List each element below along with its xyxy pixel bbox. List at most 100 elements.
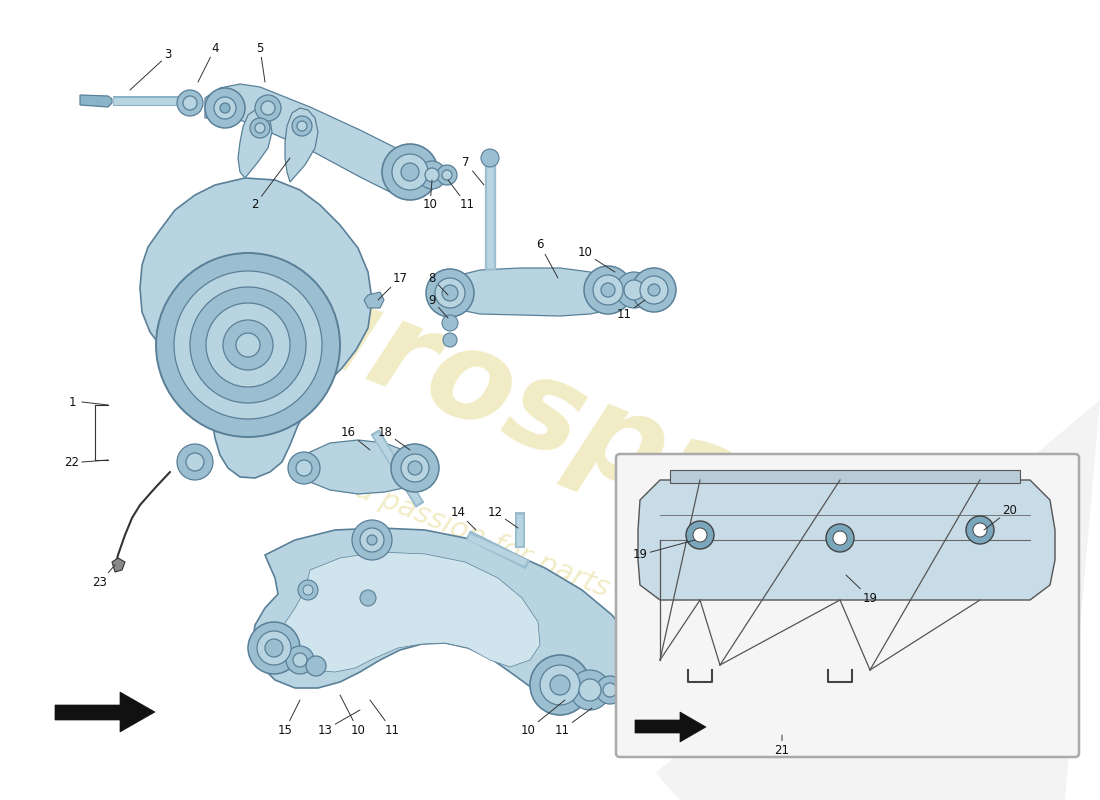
Polygon shape [670, 470, 1020, 483]
FancyBboxPatch shape [616, 454, 1079, 757]
Polygon shape [298, 440, 420, 494]
Circle shape [183, 96, 197, 110]
Text: 12: 12 [487, 506, 518, 528]
Circle shape [302, 585, 313, 595]
Polygon shape [638, 480, 1055, 600]
Circle shape [390, 444, 439, 492]
Text: 10: 10 [340, 695, 365, 737]
Text: 18: 18 [377, 426, 410, 450]
Polygon shape [448, 268, 620, 316]
Circle shape [360, 528, 384, 552]
Text: 19: 19 [632, 540, 695, 562]
Circle shape [286, 646, 313, 674]
Circle shape [293, 653, 307, 667]
Circle shape [382, 144, 438, 200]
Circle shape [601, 283, 615, 297]
Circle shape [402, 163, 419, 181]
Polygon shape [238, 110, 272, 178]
Circle shape [220, 103, 230, 113]
Circle shape [298, 580, 318, 600]
Polygon shape [635, 712, 706, 742]
Circle shape [640, 276, 668, 304]
Text: 13: 13 [318, 710, 360, 737]
Circle shape [177, 90, 204, 116]
Text: 11: 11 [554, 708, 592, 737]
Text: 16: 16 [341, 426, 370, 450]
Polygon shape [285, 108, 318, 182]
Circle shape [418, 161, 446, 189]
Text: 11: 11 [370, 700, 399, 737]
Text: 5: 5 [256, 42, 265, 82]
Circle shape [833, 531, 847, 545]
Circle shape [593, 275, 623, 305]
Circle shape [190, 287, 306, 403]
Circle shape [624, 280, 644, 300]
Circle shape [186, 453, 204, 471]
Text: 4: 4 [198, 42, 219, 82]
Polygon shape [55, 692, 155, 732]
Circle shape [579, 679, 601, 701]
Circle shape [177, 444, 213, 480]
Text: 15: 15 [277, 700, 300, 737]
Circle shape [367, 535, 377, 545]
Text: 7: 7 [462, 157, 484, 185]
Circle shape [540, 665, 580, 705]
Circle shape [306, 656, 326, 676]
Circle shape [550, 675, 570, 695]
Circle shape [214, 97, 236, 119]
Text: 10: 10 [520, 700, 565, 737]
Text: 9: 9 [428, 294, 448, 318]
Circle shape [255, 123, 265, 133]
Circle shape [297, 121, 307, 131]
Circle shape [248, 622, 300, 674]
Circle shape [826, 524, 854, 552]
Circle shape [250, 118, 270, 138]
Text: 10: 10 [578, 246, 615, 272]
Text: eurospares: eurospares [191, 226, 969, 634]
Text: 2: 2 [251, 158, 290, 211]
Text: 22: 22 [65, 455, 79, 469]
Circle shape [206, 303, 290, 387]
Text: 14: 14 [451, 506, 476, 530]
Circle shape [442, 285, 458, 301]
Circle shape [205, 88, 245, 128]
Circle shape [596, 676, 624, 704]
Circle shape [360, 590, 376, 606]
Circle shape [426, 269, 474, 317]
Circle shape [236, 333, 260, 357]
Text: 10: 10 [422, 180, 438, 211]
Circle shape [223, 320, 273, 370]
Circle shape [603, 683, 617, 697]
Polygon shape [112, 558, 125, 572]
Circle shape [296, 460, 312, 476]
Circle shape [616, 272, 652, 308]
Text: 6: 6 [537, 238, 558, 278]
Circle shape [174, 271, 322, 419]
Circle shape [632, 268, 676, 312]
Text: 3: 3 [130, 49, 172, 90]
Circle shape [425, 168, 439, 182]
Text: 20: 20 [984, 503, 1018, 530]
Circle shape [156, 253, 340, 437]
Circle shape [292, 116, 312, 136]
Text: 1: 1 [68, 395, 76, 409]
Polygon shape [205, 84, 420, 197]
Circle shape [265, 639, 283, 657]
Polygon shape [80, 95, 112, 107]
Text: 8: 8 [428, 271, 448, 295]
Text: 17: 17 [378, 271, 407, 300]
Circle shape [392, 154, 428, 190]
Circle shape [288, 452, 320, 484]
Polygon shape [252, 528, 638, 698]
Circle shape [584, 266, 632, 314]
Circle shape [257, 631, 292, 665]
Wedge shape [656, 400, 1100, 800]
Circle shape [437, 165, 456, 185]
Polygon shape [364, 292, 384, 308]
Circle shape [686, 521, 714, 549]
Circle shape [570, 670, 611, 710]
Circle shape [261, 101, 275, 115]
Text: 11: 11 [448, 180, 474, 211]
Polygon shape [140, 178, 372, 478]
Circle shape [255, 95, 280, 121]
